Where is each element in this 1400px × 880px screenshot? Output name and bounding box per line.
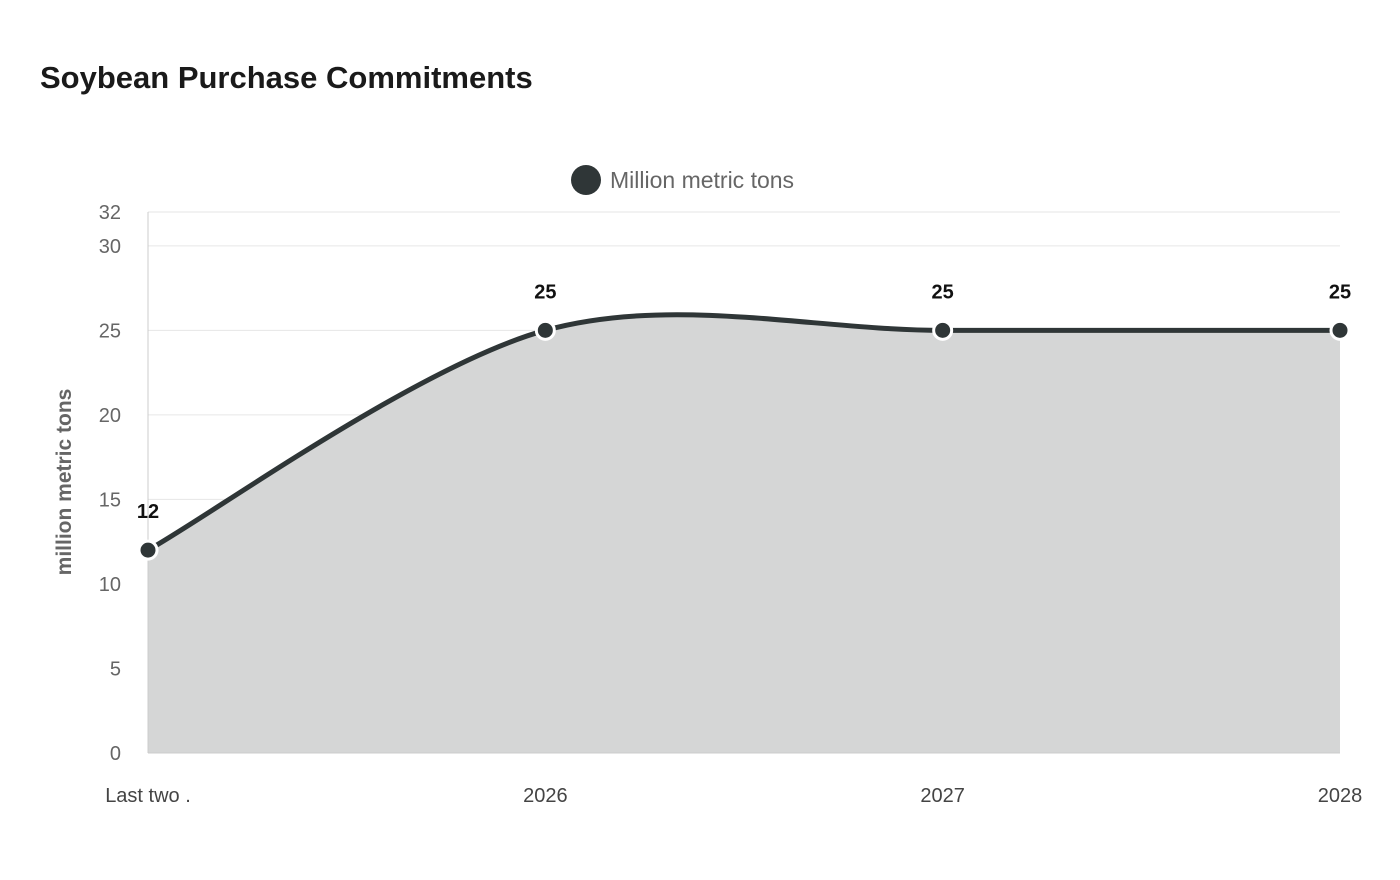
x-tick-label: 2028 (1318, 785, 1363, 807)
series-line-path (145, 312, 1343, 553)
data-label: 25 (932, 281, 954, 303)
x-tick-label: 2026 (523, 785, 568, 807)
data-points (137, 319, 1351, 561)
series-line (145, 312, 1343, 553)
legend-label[interactable]: Million metric tons (610, 167, 794, 193)
data-label: 25 (534, 281, 556, 303)
legend-marker[interactable] (571, 165, 601, 195)
y-tick-label: 20 (99, 405, 121, 427)
data-label: 25 (1329, 281, 1351, 303)
y-tick-label: 32 (99, 202, 121, 224)
y-axis-title: million metric tons (53, 389, 76, 576)
data-labels: 12 25 25 25 (137, 281, 1351, 523)
x-tick-label: 2027 (920, 785, 965, 807)
data-point[interactable] (534, 319, 556, 341)
chart-title: Soybean Purchase Commitments (40, 60, 533, 95)
y-tick-label: 10 (99, 574, 121, 596)
y-tick-label: 0 (110, 743, 121, 765)
area-fill (148, 314, 1340, 753)
y-tick-label: 5 (110, 658, 121, 680)
data-point[interactable] (1329, 319, 1351, 341)
area-fill-shape (148, 314, 1340, 753)
x-tick-label: Last two . (105, 785, 191, 807)
axes: 0 5 10 15 20 25 30 32 Last two . 2026 2027 2028 (99, 202, 1363, 807)
legend[interactable]: Million metric tons (571, 165, 794, 195)
data-label: 12 (137, 501, 159, 523)
y-tick-label: 15 (99, 489, 121, 511)
y-tick-label: 25 (99, 320, 121, 342)
data-point[interactable] (137, 539, 159, 561)
y-tick-label: 30 (99, 236, 121, 258)
data-point[interactable] (932, 319, 954, 341)
